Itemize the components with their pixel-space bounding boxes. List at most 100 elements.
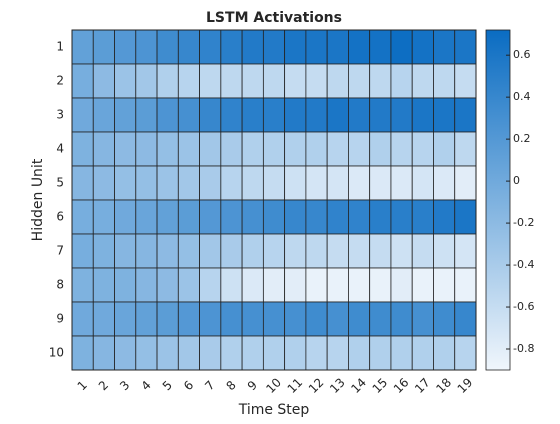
heatmap-cell	[92, 233, 115, 269]
heatmap-cell	[348, 63, 371, 99]
heatmap-cell	[241, 29, 264, 65]
heatmap-cell	[433, 233, 456, 269]
heatmap-cell	[390, 97, 413, 133]
heatmap-cell	[71, 233, 94, 269]
heatmap-cell	[199, 131, 222, 167]
heatmap-cell	[305, 335, 328, 371]
heatmap-cell	[262, 63, 286, 99]
heatmap-cell	[326, 97, 349, 133]
heatmap-cell	[220, 301, 243, 337]
heatmap-cell	[177, 131, 200, 167]
heatmap-cell	[220, 267, 243, 303]
heatmap-cell	[326, 267, 349, 303]
colorbar-tick-label: -0.8	[513, 342, 534, 355]
heatmap-cell	[114, 199, 137, 235]
heatmap-cell	[348, 165, 371, 201]
heatmap-cell	[369, 97, 392, 133]
heatmap-cell	[262, 165, 286, 201]
heatmap-cell	[220, 233, 243, 269]
colorbar-tick-label: 0.2	[513, 132, 531, 145]
heatmap-cell	[284, 97, 307, 133]
heatmap-cell	[71, 63, 94, 99]
y-tick-label: 8	[56, 278, 64, 292]
heatmap-cell	[135, 97, 158, 133]
heatmap-cell	[135, 29, 158, 65]
heatmap-cell	[411, 267, 434, 303]
heatmap-cell	[135, 199, 158, 235]
heatmap-cell	[135, 63, 158, 99]
heatmap-cell	[199, 199, 222, 235]
heatmap-cell	[433, 165, 456, 201]
heatmap-cell	[348, 131, 371, 167]
heatmap-cell	[284, 301, 307, 337]
heatmap-cell	[135, 131, 158, 167]
heatmap-cell	[177, 199, 200, 235]
heatmap-cell	[241, 301, 264, 337]
heatmap-cell	[433, 63, 456, 99]
heatmap-cell	[284, 29, 307, 65]
heatmap-cell	[156, 199, 179, 235]
heatmap-cell	[454, 29, 477, 65]
colorbar-tick-label: 0.4	[513, 90, 531, 103]
heatmap-cell	[114, 301, 137, 337]
heatmap-cell	[177, 29, 200, 65]
heatmap-cell	[262, 29, 286, 65]
heatmap-cell	[348, 233, 371, 269]
heatmap-cell	[92, 165, 115, 201]
y-tick-label: 5	[56, 176, 64, 190]
heatmap-cell	[390, 165, 413, 201]
heatmap-cell	[241, 335, 264, 371]
heatmap-cell	[369, 63, 392, 99]
heatmap-cell	[241, 63, 264, 99]
heatmap-cell	[284, 335, 307, 371]
heatmap-cell	[390, 233, 413, 269]
heatmap-cell	[262, 131, 286, 167]
heatmap-cell	[433, 131, 456, 167]
heatmap-cell	[433, 97, 456, 133]
heatmap-cell	[199, 267, 222, 303]
heatmap-cell	[454, 131, 477, 167]
heatmap-cell	[411, 29, 434, 65]
heatmap-cell	[92, 63, 115, 99]
heatmap-cell	[199, 63, 222, 99]
heatmap-cell	[348, 335, 371, 371]
heatmap-cell	[369, 301, 392, 337]
heatmap-cell	[114, 165, 137, 201]
heatmap-cell	[71, 29, 94, 65]
heatmap-cell	[390, 301, 413, 337]
heatmap-cell	[241, 97, 264, 133]
heatmap-cell	[92, 29, 115, 65]
heatmap-cell	[199, 301, 222, 337]
heatmap-cell	[369, 29, 392, 65]
heatmap-cell	[114, 63, 137, 99]
heatmap-cell	[454, 97, 477, 133]
heatmap-cell	[114, 131, 137, 167]
y-axis-label: Hidden Unit	[30, 158, 46, 241]
heatmap-cell	[135, 165, 158, 201]
heatmap-cell	[390, 63, 413, 99]
colorbar-tick-label: -0.4	[513, 258, 534, 271]
heatmap-cell	[369, 199, 392, 235]
heatmap-cell	[348, 267, 371, 303]
heatmap-cell	[71, 131, 94, 167]
heatmap-cell	[92, 131, 115, 167]
heatmap-cell	[433, 301, 456, 337]
heatmap-cell	[369, 335, 392, 371]
y-tick-label: 3	[56, 108, 64, 122]
heatmap-cell	[348, 301, 371, 337]
heatmap-cell	[454, 63, 477, 99]
heatmap-cell	[433, 29, 456, 65]
heatmap-cell	[71, 165, 94, 201]
heatmap-cell	[199, 335, 222, 371]
heatmap-cell	[454, 199, 477, 235]
chart-title: LSTM Activations	[206, 10, 342, 26]
heatmap-cell	[156, 63, 179, 99]
heatmap-cell	[305, 63, 328, 99]
x-axis-label: Time Step	[238, 402, 310, 418]
colorbar	[485, 29, 511, 371]
heatmap-cell	[177, 165, 200, 201]
heatmap-cell	[177, 267, 200, 303]
heatmap-cell	[71, 199, 94, 235]
heatmap-cell	[92, 301, 115, 337]
